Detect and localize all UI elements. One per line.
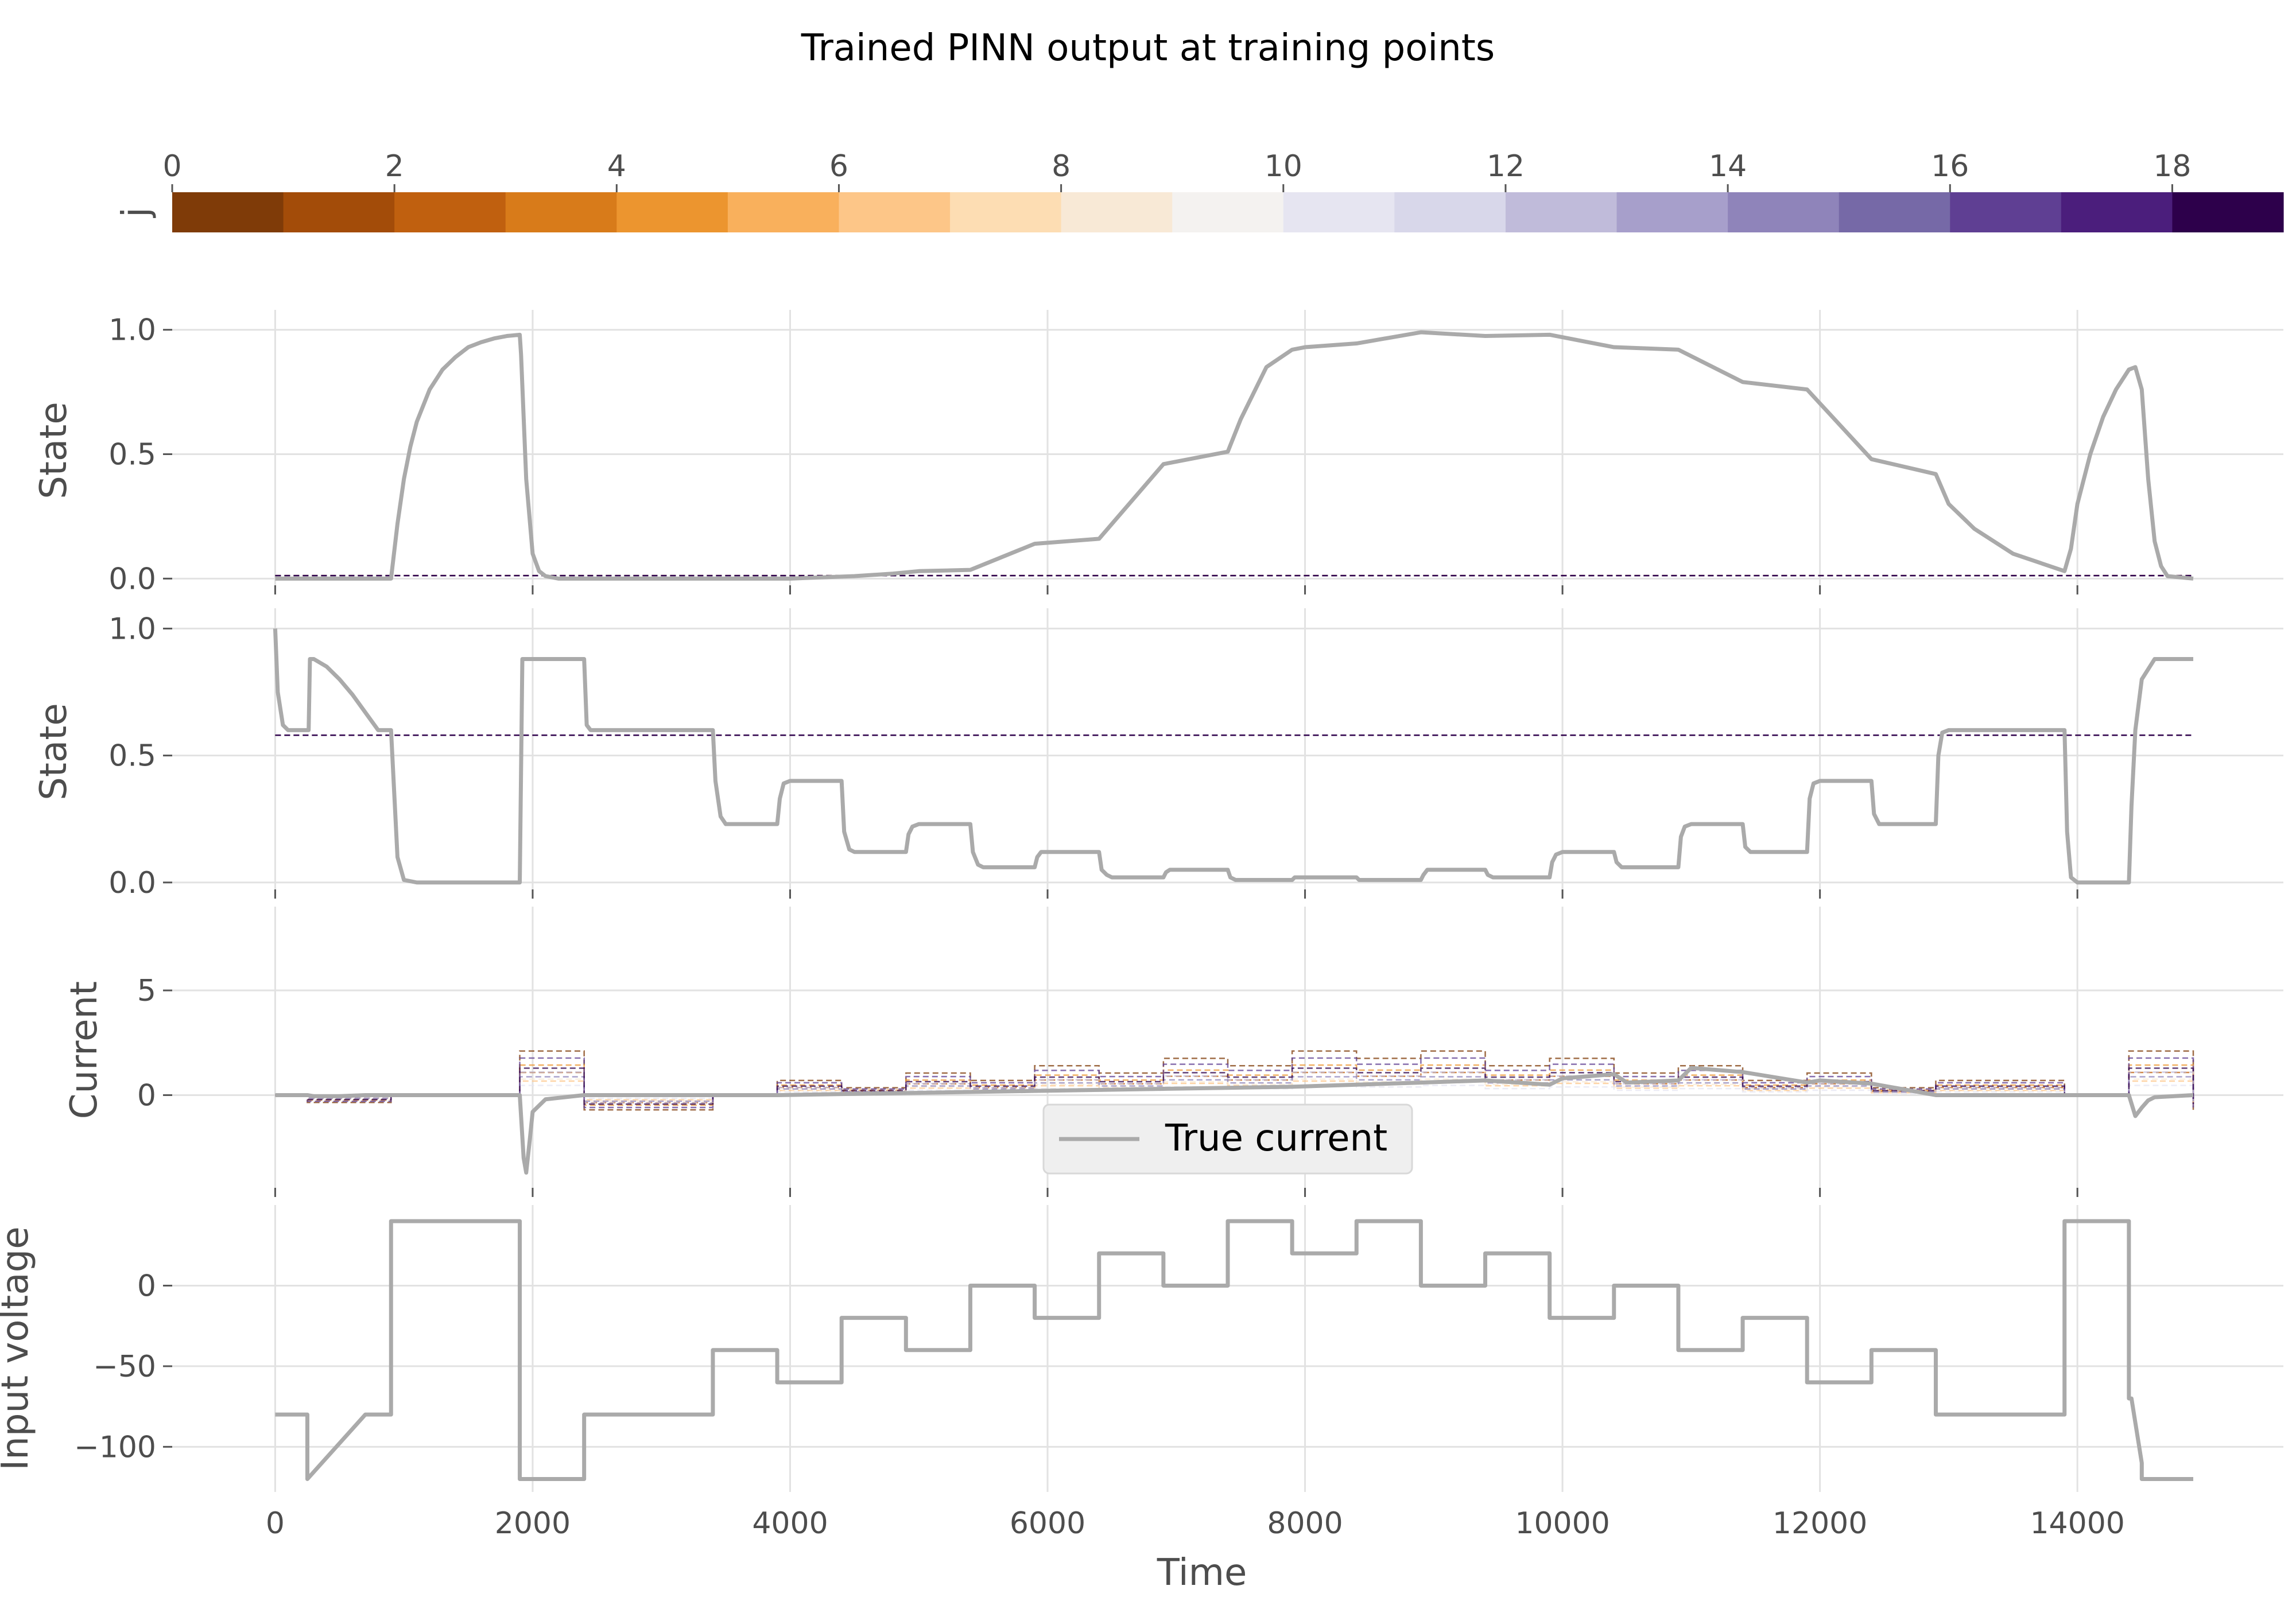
colorbar-swatch xyxy=(1950,192,2062,232)
colorbar-swatch xyxy=(950,192,1062,232)
legend-label: True current xyxy=(1165,1117,1387,1160)
y-tick-label: 5 xyxy=(137,974,156,1008)
x-axis-label: Time xyxy=(1157,1552,1247,1594)
colorbar-swatch xyxy=(172,192,284,232)
panel-2: 0.0 0.5 1.0 State xyxy=(33,608,2283,900)
colorbar-swatch xyxy=(1394,192,1506,232)
colorbar-tick-label: 18 xyxy=(2153,149,2191,184)
y-axis-label: State xyxy=(33,703,75,800)
x-tick-label: 10000 xyxy=(1515,1506,1609,1541)
y-tick-label: 0.5 xyxy=(108,438,156,472)
legend: True current xyxy=(1042,1103,1413,1175)
y-tick-label: 0.0 xyxy=(108,866,156,900)
panel-1: 0.0 0.5 1.0 State xyxy=(33,310,2283,596)
colorbar-swatch xyxy=(1728,192,1840,232)
colorbar-tick-label: 8 xyxy=(1052,149,1071,184)
colorbar-swatch xyxy=(1172,192,1284,232)
panel-4: −100 −50 0 Input voltage 0 2000 4000 6000 8000 10… xyxy=(0,1205,2283,1594)
predicted-series-j18 xyxy=(275,1067,2194,1105)
predicted-series-j16 xyxy=(275,1057,2194,1109)
colorbar-swatch xyxy=(1061,192,1173,232)
colorbar-swatch xyxy=(616,192,728,232)
panel-3: 0 5 Current True current xyxy=(63,907,2283,1197)
colorbar-tick-label: 4 xyxy=(607,149,626,184)
colorbar-swatch xyxy=(505,192,617,232)
colorbar-swatch xyxy=(1616,192,1728,232)
chart-panels: 0.0 0.5 1.0 State 0.0 0.5 1.0 State 0 5 Current Tru… xyxy=(0,310,2283,1594)
chart-title: Trained PINN output at training points xyxy=(801,27,1495,69)
legend-box xyxy=(1042,1103,1413,1175)
colorbar-swatch xyxy=(1505,192,1618,232)
x-tick-label: 0 xyxy=(266,1506,285,1541)
y-tick-label: 1.0 xyxy=(108,313,156,348)
y-tick-label: −100 xyxy=(74,1430,156,1464)
true-series-line xyxy=(275,1219,2194,1482)
true-series-line xyxy=(273,628,2194,885)
colorbar-tick-label: 2 xyxy=(385,149,404,184)
colorbar-tick-label: 0 xyxy=(162,149,181,184)
colorbar-swatch xyxy=(1283,192,1395,232)
y-tick-label: −50 xyxy=(93,1350,156,1384)
colorbar-label: j xyxy=(115,207,157,219)
y-axis-label: Current xyxy=(63,981,106,1119)
colorbar-tick-label: 6 xyxy=(829,149,848,184)
true-series-line xyxy=(275,1066,2194,1175)
true-series-line xyxy=(275,330,2194,581)
x-tick-label: 8000 xyxy=(1267,1506,1343,1541)
y-tick-label: 1.0 xyxy=(108,612,156,646)
colorbar-swatch xyxy=(2061,192,2173,232)
colorbar-swatch xyxy=(727,192,840,232)
colorbar-tick-label: 12 xyxy=(1487,149,1525,184)
colorbar-swatch xyxy=(1839,192,1950,232)
y-axis-label: State xyxy=(33,402,75,499)
x-tick-label: 4000 xyxy=(752,1506,828,1541)
colorbar-swatch xyxy=(394,192,506,232)
x-tick-label: 6000 xyxy=(1010,1506,1085,1541)
x-tick-label: 14000 xyxy=(2030,1506,2124,1541)
colorbar: 0 2 4 6 8 10 12 14 16 18 j xyxy=(115,149,2284,232)
x-tick-label: 2000 xyxy=(495,1506,571,1541)
y-tick-label: 0.5 xyxy=(108,739,156,774)
colorbar-tick-label: 14 xyxy=(1709,149,1747,184)
predicted-series-j0 xyxy=(275,1050,2194,1111)
y-tick-label: 0 xyxy=(137,1269,156,1303)
y-axis-label: Input voltage xyxy=(0,1226,37,1470)
y-tick-label: 0.0 xyxy=(108,562,156,596)
colorbar-tick-label: 10 xyxy=(1265,149,1302,184)
colorbar-swatch xyxy=(283,192,395,232)
colorbar-swatch xyxy=(2172,192,2284,232)
y-tick-label: 0 xyxy=(137,1078,156,1113)
colorbar-swatch xyxy=(839,192,951,232)
x-tick-label: 12000 xyxy=(1773,1506,1867,1541)
colorbar-tick-label: 16 xyxy=(1931,149,1969,184)
